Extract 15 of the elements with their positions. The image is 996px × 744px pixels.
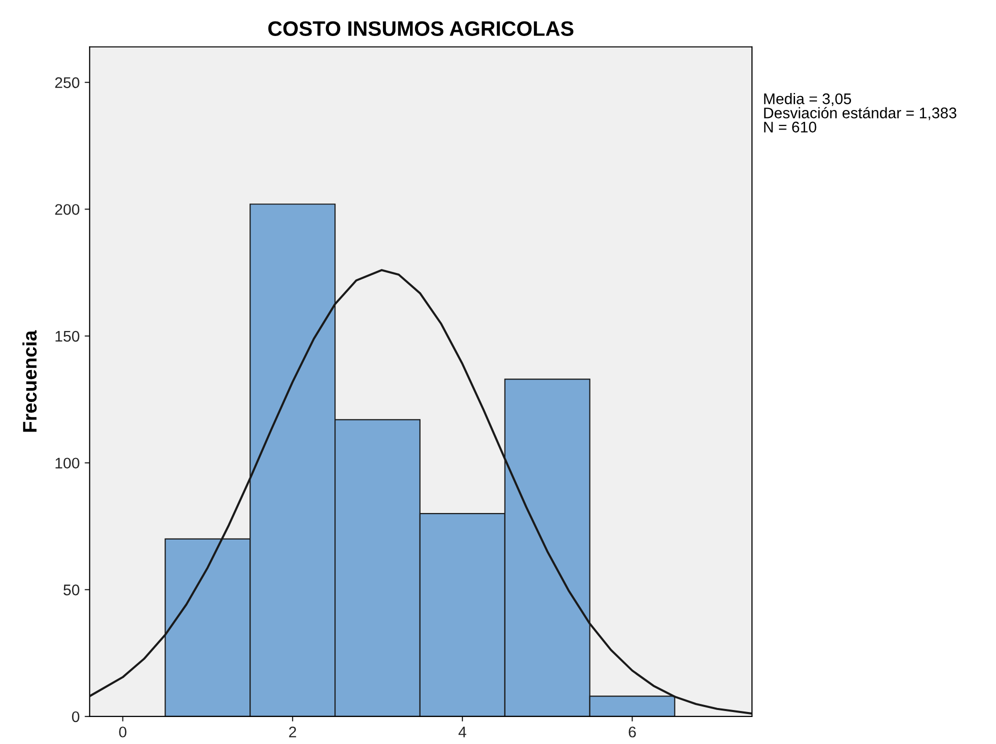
text: N = 610 xyxy=(764,122,816,132)
text: Media = 3,05 xyxy=(764,93,852,106)
chart-title: COSTO INSUMOS AGRICOLAS xyxy=(268,21,574,36)
y-tick-label: 250 xyxy=(55,77,80,88)
y-tick-label: 100 xyxy=(56,458,80,469)
y-tick-label: 150 xyxy=(56,330,80,342)
x-tick-label: 4 xyxy=(458,726,466,738)
y-tick-label: 50 xyxy=(64,584,80,596)
y-axis-title: Frecuencia xyxy=(22,330,37,432)
x-tick-label: 6 xyxy=(628,726,636,738)
text: Desviación estándar = 1,383 xyxy=(764,106,956,120)
y-tick-label: 200 xyxy=(55,204,80,215)
y-tick-label: 0 xyxy=(72,711,80,722)
x-tick-label: 2 xyxy=(289,726,296,738)
x-tick-label: 0 xyxy=(119,726,126,738)
